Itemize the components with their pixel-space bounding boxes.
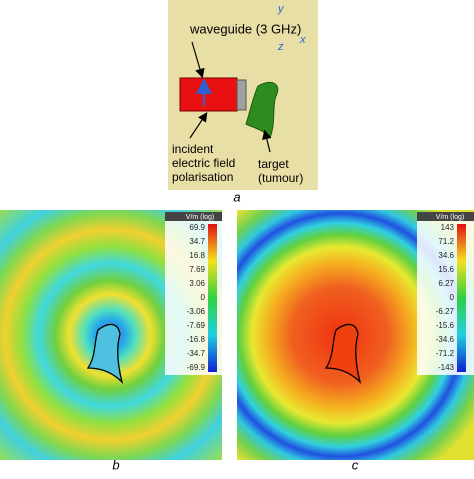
colorbar-tick-label: -16.8	[187, 335, 206, 344]
arrow	[191, 41, 205, 79]
colorbar-tick-label: 143	[441, 223, 455, 232]
colorbar-tick-label: 0	[201, 293, 206, 302]
aperture	[236, 79, 247, 111]
panel-a: waveguide (3 GHz) incident electric fiel…	[168, 0, 318, 204]
arrow	[189, 112, 208, 139]
polarisation-label: electric field	[172, 156, 235, 170]
colorbar-tick-label: -34.7	[187, 349, 206, 358]
colorbar	[457, 224, 466, 372]
colorbar-title: V/m (log)	[186, 214, 214, 221]
axis-label: y	[277, 3, 285, 15]
panel-b: V/m (log) b	[0, 210, 222, 472]
panel-label: c	[352, 457, 359, 472]
polarisation-label: polarisation	[172, 170, 233, 184]
axis-label: z	[277, 41, 284, 53]
arrow	[262, 129, 272, 153]
colorbar-tick-label: -34.6	[436, 335, 455, 344]
tumour-outline	[324, 323, 362, 385]
colorbar-tick-label: 6.27	[438, 279, 454, 288]
colorbar	[208, 224, 217, 372]
colorbar-tick-label: 69.9	[189, 223, 205, 232]
colorbar-tick-label: 16.8	[189, 251, 205, 260]
waveguide	[179, 77, 238, 112]
colorbar-tick-label: -6.27	[436, 307, 455, 316]
panel-label: a	[233, 189, 240, 204]
colorbar-tick-label: 15.6	[438, 265, 454, 274]
colorbar-tick-label: -7.69	[187, 321, 206, 330]
target-label: target	[258, 157, 289, 171]
colorbar-header	[417, 212, 474, 221]
colorbar-title: V/m (log)	[436, 214, 464, 221]
colorbar-tick-label: 71.2	[438, 237, 454, 246]
panel-c: V/m (log) c	[237, 210, 474, 472]
colorbar-tick-label: 0	[450, 293, 455, 302]
colorbar-tick-label: 34.7	[189, 237, 205, 246]
colorbar-header	[165, 212, 222, 221]
polarisation-label: incident	[172, 142, 214, 156]
colorbar-tick-label: -71.2	[436, 349, 455, 358]
waveguide-label: waveguide (3 GHz)	[189, 21, 301, 36]
panel-label: b	[112, 457, 119, 472]
colorbar-tick-label: -143	[438, 363, 455, 372]
colorbar-tick-label: -15.6	[436, 321, 455, 330]
tumour-outline	[86, 323, 124, 385]
colorbar-tick-label: 34.6	[438, 251, 454, 260]
colorbar-tick-label: -69.9	[187, 363, 206, 372]
target-label: (tumour)	[258, 171, 303, 185]
colorbar-tick-label: 3.06	[189, 279, 205, 288]
colorbar-tick-label: 7.69	[189, 265, 205, 274]
axis-label: x	[299, 34, 306, 46]
colorbar-tick-label: -3.06	[187, 307, 206, 316]
